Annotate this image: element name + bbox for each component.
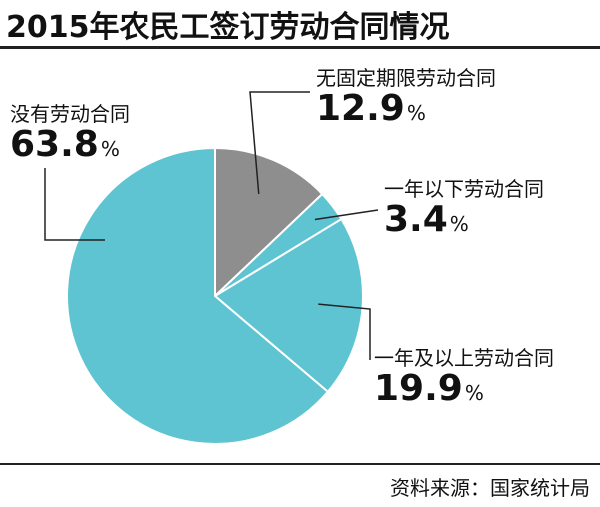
slice-no-fixed-term <box>214 146 324 299</box>
slice-name: 无固定期限劳动合同 <box>316 66 496 90</box>
percent-sign: % <box>464 381 484 405</box>
slice-value: 12.9 <box>316 88 405 129</box>
slice-name: 没有劳动合同 <box>10 102 130 126</box>
slice-value: 63.8 <box>10 124 99 165</box>
slice-value: 19.9 <box>374 368 463 409</box>
source-note: 资料来源：国家统计局 <box>390 476 590 500</box>
slice-label-no-contract: 没有劳动合同 63.8% <box>10 98 130 163</box>
slice-label-one-year-plus: 一年及以上劳动合同 19.9% <box>374 342 554 407</box>
slice-name: 一年以下劳动合同 <box>384 177 544 201</box>
leader-line-no-contract <box>44 168 105 241</box>
bottom-rule <box>0 463 600 465</box>
percent-sign: % <box>100 137 120 161</box>
slice-value: 3.4 <box>384 199 448 240</box>
chart-title: 2015年农民工签订劳动合同情况 <box>6 10 450 45</box>
leader-line-no-fixed-term <box>249 91 310 195</box>
slice-name: 一年及以上劳动合同 <box>374 346 554 370</box>
leader-line-one-year-plus <box>318 303 371 360</box>
leader-line-under-one-year <box>314 209 379 221</box>
slice-label-no-fixed-term: 无固定期限劳动合同 12.9% <box>316 62 496 127</box>
percent-sign: % <box>406 101 426 125</box>
slice-label-under-one-year: 一年以下劳动合同 3.4% <box>384 173 544 238</box>
percent-sign: % <box>449 212 469 236</box>
slice-no-contract <box>66 146 330 445</box>
top-rule <box>0 46 600 49</box>
